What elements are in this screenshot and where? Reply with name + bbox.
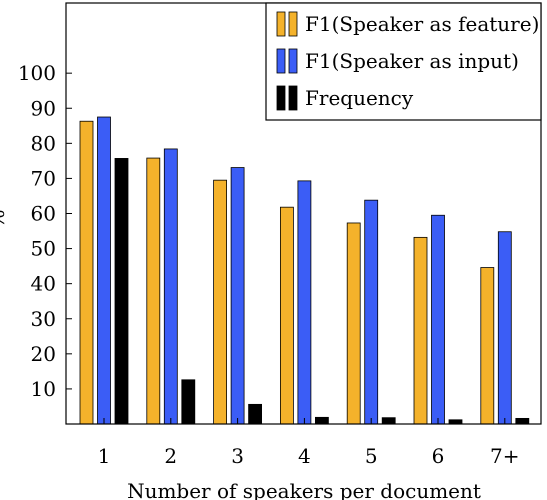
x-tick-label: 2 [164, 444, 177, 468]
bar-f1-speaker-as-feature-1 [79, 120, 94, 425]
x-axis: 1 2 3 4 5 6 7+ [98, 418, 520, 468]
bar-f1-speaker-as-feature-4 [279, 206, 294, 425]
x-tick-label: 4 [298, 444, 311, 468]
x-tick-label: 7+ [490, 444, 519, 468]
y-tick-label: 80 [31, 131, 56, 155]
y-tick-label: 70 [31, 166, 56, 190]
bar-f1-speaker-as-input-5 [364, 199, 379, 425]
legend-swatch [288, 11, 298, 37]
y-axis: 10 20 30 40 50 60 70 80 90 100 [18, 61, 72, 401]
bar-frequency-6 [448, 419, 463, 425]
bar-f1-speaker-as-feature-2 [146, 157, 161, 425]
bar-f1-speaker-as-feature-5 [346, 222, 361, 425]
legend: F1(Speaker as feature) F1(Speaker as inpu… [265, 2, 542, 121]
y-tick-label: 40 [31, 272, 56, 296]
x-tick-label: 5 [365, 444, 378, 468]
y-tick-label: 10 [31, 377, 56, 401]
x-tick-label: 3 [231, 444, 244, 468]
bar-f1-speaker-as-feature-3 [213, 179, 228, 425]
bar-frequency-3 [248, 403, 263, 425]
y-tick-label: 90 [31, 96, 56, 120]
bar-frequency-5 [381, 417, 396, 425]
bar-f1-speaker-as-feature-7+ [480, 267, 495, 425]
y-tick-label: 30 [31, 307, 56, 331]
legend-swatch [276, 11, 286, 37]
legend-swatch [288, 48, 298, 74]
bar-frequency-2 [181, 379, 196, 425]
bar-f1-speaker-as-input-4 [297, 180, 312, 425]
legend-box [265, 2, 542, 121]
x-axis-label: Number of speakers per document [127, 479, 481, 500]
y-tick-label: 60 [31, 202, 56, 226]
bar-f1-speaker-as-input-2 [163, 148, 178, 425]
legend-swatch [276, 48, 286, 74]
bar-frequency-4 [314, 416, 329, 425]
bar-f1-speaker-as-input-6 [431, 214, 445, 425]
bar-f1-speaker-as-input-7+ [497, 231, 512, 425]
legend-label: F1(Speaker as input) [305, 49, 519, 73]
y-axis-label: % [0, 209, 9, 228]
x-tick-label: 6 [432, 444, 445, 468]
y-tick-label: 100 [18, 61, 56, 85]
y-tick-label: 50 [31, 237, 56, 261]
legend-swatch [288, 85, 298, 111]
bar-f1-speaker-as-input-3 [230, 167, 245, 425]
bar-frequency-7+ [515, 417, 530, 425]
legend-swatch [276, 85, 286, 111]
legend-label: Frequency [305, 86, 414, 110]
y-tick-label: 20 [31, 342, 56, 366]
bar-f1-speaker-as-feature-6 [413, 236, 428, 425]
bars-layer [79, 116, 530, 425]
legend-label: F1(Speaker as feature) [305, 12, 539, 36]
bar-f1-speaker-as-input-1 [97, 116, 111, 425]
bar-frequency-1 [114, 158, 129, 425]
x-tick-label: 1 [98, 444, 111, 468]
